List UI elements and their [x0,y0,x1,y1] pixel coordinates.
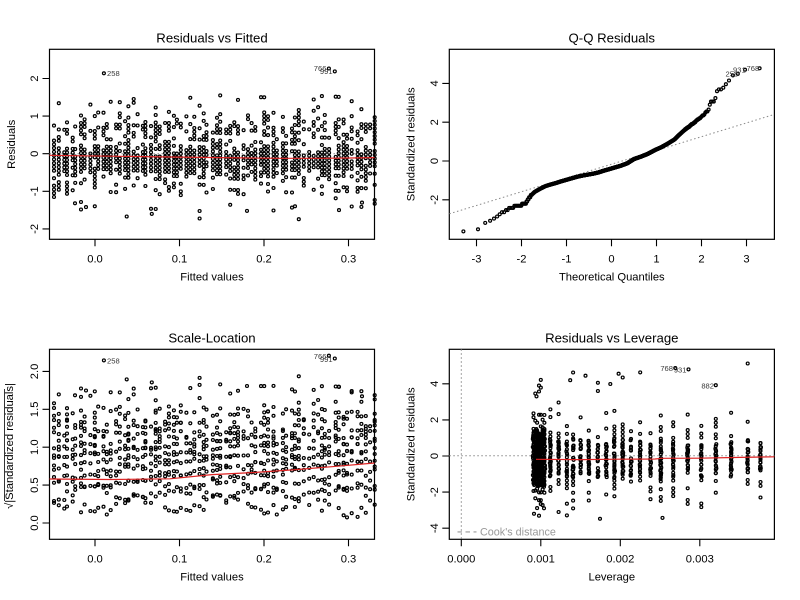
svg-text:258: 258 [107,357,120,366]
svg-text:768: 768 [660,364,673,373]
svg-text:Fitted values: Fitted values [180,271,244,283]
svg-text:2.0: 2.0 [29,364,41,380]
svg-text:0.2: 0.2 [256,253,272,265]
svg-text:0.1: 0.1 [172,253,188,265]
svg-text:0.5: 0.5 [29,477,41,493]
svg-text:2: 2 [429,119,441,125]
svg-text:Fitted values: Fitted values [180,571,244,583]
svg-text:3: 3 [743,253,749,265]
svg-text:2: 2 [429,417,441,423]
svg-text:0.002: 0.002 [606,553,634,565]
svg-text:1: 1 [653,253,659,265]
svg-text:-2: -2 [517,253,527,265]
svg-text:Q-Q Residuals: Q-Q Residuals [569,31,656,46]
svg-text:768: 768 [747,64,760,73]
svg-text:-1: -1 [29,186,41,196]
svg-text:-2: -2 [29,224,41,234]
svg-text:0: 0 [29,151,41,157]
svg-text:0: 0 [608,253,614,265]
svg-text:4: 4 [429,80,441,86]
svg-text:-2: -2 [429,487,441,497]
svg-text:Residuals vs Fitted: Residuals vs Fitted [156,31,267,46]
svg-text:0.001: 0.001 [527,553,555,565]
svg-text:991: 991 [320,355,333,364]
svg-text:-2: -2 [429,195,441,205]
svg-text:0.0: 0.0 [87,253,103,265]
svg-text:4: 4 [429,381,441,387]
svg-text:-4: -4 [429,523,441,533]
svg-text:0.3: 0.3 [341,553,357,565]
svg-text:2: 2 [29,75,41,81]
svg-text:991: 991 [320,67,333,76]
svg-text:0.3: 0.3 [341,253,357,265]
svg-text:0.000: 0.000 [447,553,475,565]
svg-text:766: 766 [314,352,327,361]
svg-text:-3: -3 [472,253,482,265]
svg-text:2: 2 [698,253,704,265]
svg-text:766: 766 [314,64,327,73]
svg-text:Standardized residuals: Standardized residuals [405,387,417,501]
svg-text:258: 258 [107,69,120,78]
svg-text:0: 0 [429,453,441,459]
svg-text:0.0: 0.0 [87,553,103,565]
svg-text:Leverage: Leverage [588,571,635,583]
svg-text:-1: -1 [562,253,572,265]
svg-text:0: 0 [429,158,441,164]
svg-text:258: 258 [726,70,739,79]
svg-text:931: 931 [674,366,687,375]
svg-text:Scale-Location: Scale-Location [168,331,255,346]
svg-text:0.003: 0.003 [686,553,714,565]
svg-text:882: 882 [701,382,714,391]
svg-text:Residuals vs Leverage: Residuals vs Leverage [545,331,678,346]
svg-text:0.1: 0.1 [172,553,188,565]
svg-text:0.2: 0.2 [256,553,272,565]
svg-text:Cook's distance: Cook's distance [480,526,556,538]
svg-text:1: 1 [29,113,41,119]
svg-text:1.0: 1.0 [29,439,41,455]
svg-text:Residuals: Residuals [6,119,18,169]
svg-text:0.0: 0.0 [29,515,41,531]
svg-text:√|Standardized residuals|: √|Standardized residuals| [4,383,16,509]
svg-text:931: 931 [733,66,746,75]
svg-text:Standardized residuals: Standardized residuals [405,87,417,201]
svg-text:1.5: 1.5 [29,402,41,418]
svg-text:Theoretical Quantiles: Theoretical Quantiles [559,271,665,283]
